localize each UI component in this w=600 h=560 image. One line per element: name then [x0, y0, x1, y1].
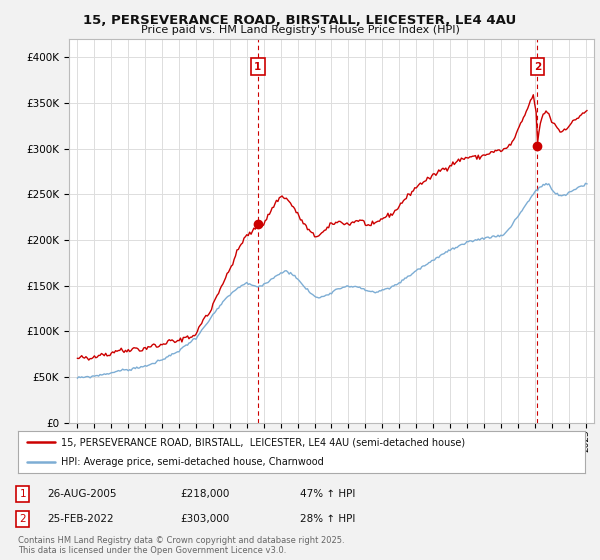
Text: 47% ↑ HPI: 47% ↑ HPI — [300, 489, 355, 499]
Text: 2: 2 — [19, 514, 26, 524]
Text: 1: 1 — [19, 489, 26, 499]
Text: 25-FEB-2022: 25-FEB-2022 — [47, 514, 113, 524]
Text: 15, PERSEVERANCE ROAD, BIRSTALL,  LEICESTER, LE4 4AU (semi-detached house): 15, PERSEVERANCE ROAD, BIRSTALL, LEICEST… — [61, 437, 464, 447]
Text: 26-AUG-2005: 26-AUG-2005 — [47, 489, 116, 499]
Text: HPI: Average price, semi-detached house, Charnwood: HPI: Average price, semi-detached house,… — [61, 457, 323, 466]
Text: Contains HM Land Registry data © Crown copyright and database right 2025.
This d: Contains HM Land Registry data © Crown c… — [18, 536, 344, 555]
Text: £218,000: £218,000 — [180, 489, 229, 499]
Text: 1: 1 — [254, 62, 262, 72]
Text: 2: 2 — [533, 62, 541, 72]
Text: 28% ↑ HPI: 28% ↑ HPI — [300, 514, 355, 524]
Text: Price paid vs. HM Land Registry's House Price Index (HPI): Price paid vs. HM Land Registry's House … — [140, 25, 460, 35]
Text: 15, PERSEVERANCE ROAD, BIRSTALL, LEICESTER, LE4 4AU: 15, PERSEVERANCE ROAD, BIRSTALL, LEICEST… — [83, 14, 517, 27]
Text: £303,000: £303,000 — [180, 514, 229, 524]
